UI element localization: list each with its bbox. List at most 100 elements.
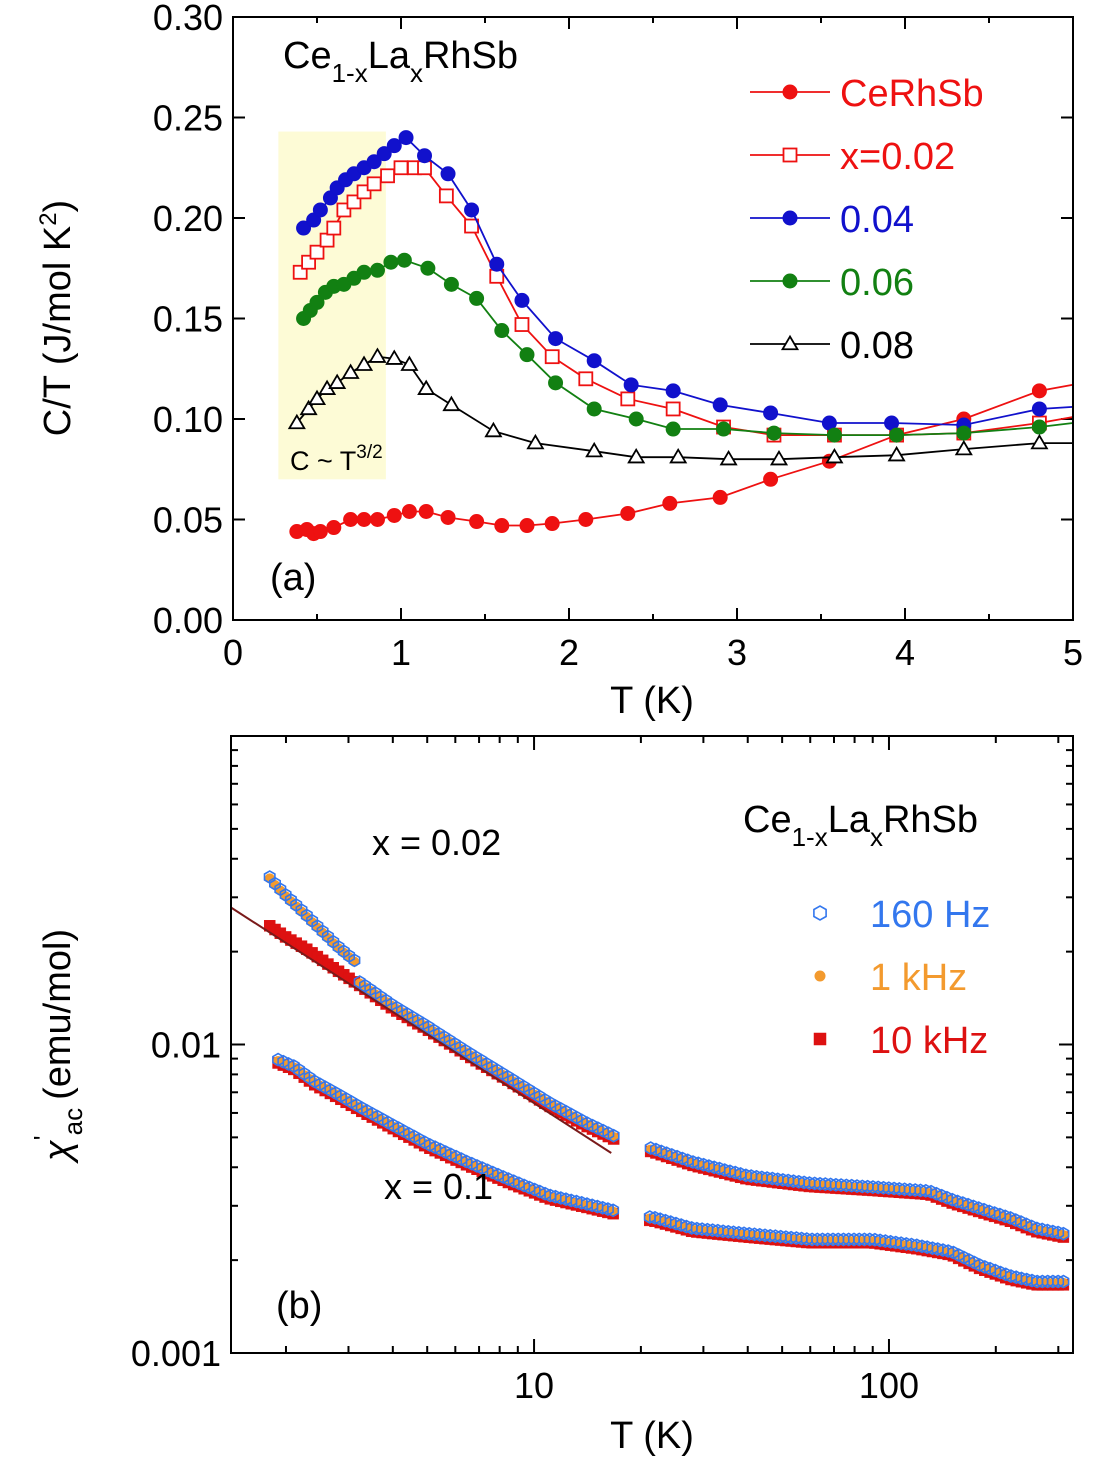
a-data-point [956, 425, 972, 441]
a-data-point [1031, 383, 1047, 399]
a-data-point [514, 317, 530, 332]
a-data-point [484, 421, 503, 438]
a-data-point [719, 449, 738, 466]
b-data-point [1041, 1223, 1054, 1238]
b-data-point [348, 953, 361, 968]
b-data-point [1026, 1273, 1038, 1288]
b-data-point [921, 1240, 934, 1255]
b-data-point [523, 1180, 536, 1195]
a-x-tick-label: 2 [559, 632, 579, 673]
a-data-point [440, 166, 456, 182]
a-data-point [578, 371, 594, 387]
a-data-point [393, 160, 409, 176]
a-data-point [438, 188, 454, 204]
a-data-point [665, 401, 681, 417]
b-data-point [755, 1170, 768, 1185]
a-data-point [307, 389, 327, 406]
b-data-point [732, 1225, 745, 1240]
b-data-point [708, 1160, 721, 1175]
b-data-point [874, 1233, 887, 1248]
b-data-point [737, 1226, 751, 1241]
a-data-point [620, 505, 636, 521]
b-legend-marker [813, 1032, 827, 1046]
b-data-point [1046, 1224, 1059, 1239]
a-data-point [442, 395, 461, 412]
a-legend-label: x=0.02 [840, 136, 955, 178]
b-annotation-x002: x = 0.02 [372, 822, 501, 863]
b-data-point [978, 1259, 991, 1274]
b-data-point [761, 1171, 774, 1185]
b-data-point [764, 1228, 777, 1243]
b-panel-label: (b) [276, 1285, 322, 1327]
b-data-point [711, 1223, 724, 1238]
a-series-line-4 [296, 355, 1073, 461]
b-data-point [962, 1197, 975, 1212]
b-data-point [660, 1146, 673, 1161]
b-data-point [999, 1209, 1012, 1224]
a-data-point [669, 447, 688, 464]
a-data-point [398, 130, 414, 146]
b-data-point [993, 1207, 1006, 1222]
a-data-point [312, 202, 328, 218]
b-data-point [676, 1151, 689, 1166]
b-data-point [774, 1229, 787, 1244]
a-data-point [418, 503, 434, 519]
b-data-point [769, 1229, 782, 1244]
b-data-point [554, 1191, 567, 1205]
b-compound-label: Ce1-xLaxRhSb [743, 799, 978, 852]
a-data-point [386, 138, 402, 154]
b-data-point [895, 1236, 908, 1251]
b-plot-frame [230, 735, 1074, 1354]
a-data-point [440, 509, 456, 525]
a-data-point [763, 405, 779, 421]
a-panel-label: (a) [270, 557, 316, 599]
b-data-point [586, 1198, 599, 1213]
b-data-point [559, 1192, 573, 1207]
a-legend-label: CeRhSb [840, 73, 984, 115]
a-data-point [514, 292, 530, 308]
b-data-point [675, 1218, 688, 1232]
b-data-point [910, 1238, 923, 1253]
a-data-point [417, 379, 436, 395]
b-data-point [776, 1172, 789, 1187]
b-data-point [722, 1224, 735, 1239]
a-data-point [494, 518, 510, 534]
a-data-point [368, 347, 387, 363]
a-data-point [954, 439, 973, 456]
b-data-point [1020, 1272, 1033, 1287]
b-data-point [915, 1239, 929, 1254]
a-y-tick-label: 0.30 [153, 0, 223, 38]
b-data-point [956, 1196, 969, 1210]
a-data-point [296, 220, 312, 236]
b-data-point [648, 1210, 662, 1225]
b-data-point [696, 1222, 709, 1237]
b-y-axis-label: χ'ac(emu/mol) [28, 929, 88, 1164]
a-data-point [662, 495, 678, 511]
b-data-point [1057, 1226, 1070, 1241]
b-data-point [659, 1213, 672, 1228]
b-data-point [753, 1227, 766, 1242]
a-y-tick-label: 0.10 [153, 399, 223, 440]
a-data-point [326, 520, 342, 536]
b-legend-label: 160 Hz [870, 894, 990, 936]
b-data-point [994, 1265, 1007, 1280]
a-x-tick-label: 4 [895, 632, 915, 673]
a-y-tick-label: 0.25 [153, 98, 223, 139]
b-y-tick-label: 0.01 [151, 1025, 221, 1066]
a-data-point [526, 433, 545, 450]
b-data-point [930, 1186, 943, 1201]
a-data-point [341, 363, 360, 379]
a-data-point [887, 445, 906, 462]
a-y-axis-label: C/T (J/mol K2) [35, 200, 79, 436]
a-data-point [380, 168, 395, 184]
a-series-line-3 [302, 259, 1074, 437]
b-data-point [713, 1161, 726, 1176]
a-data-point [326, 220, 342, 236]
b-data-point [1010, 1270, 1023, 1285]
a-curves [287, 130, 1074, 542]
b-data-point [1057, 1274, 1070, 1289]
a-series-line-2 [303, 136, 1074, 426]
a-data-point [494, 323, 510, 339]
a-data-point [826, 427, 842, 443]
